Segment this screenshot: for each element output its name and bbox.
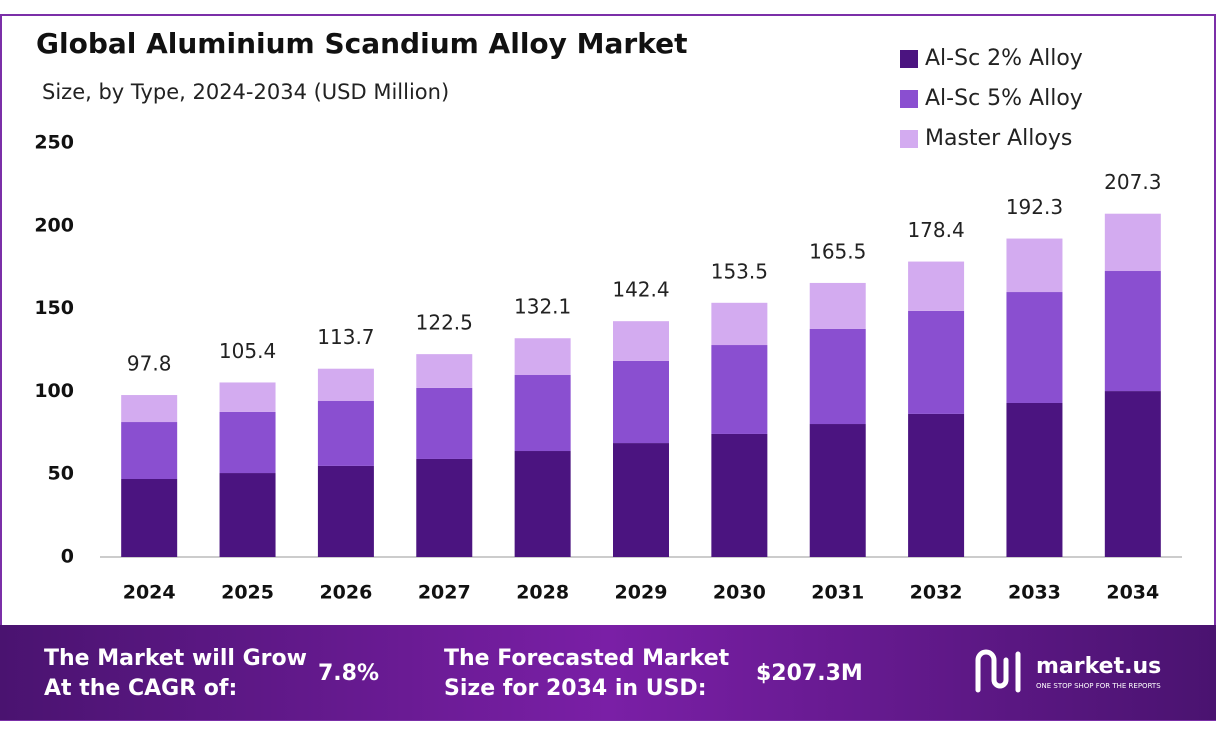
x-tick-label: 2030 — [713, 582, 766, 604]
bar-segment — [1006, 238, 1063, 293]
legend-label: Master Alloys — [925, 126, 1072, 151]
bar-segment — [908, 413, 965, 557]
total-label: 132.1 — [514, 295, 571, 319]
legend-label: Al-Sc 2% Alloy — [925, 46, 1083, 71]
total-label: 178.4 — [907, 218, 964, 242]
bar-segment — [711, 345, 768, 434]
bar-segment — [416, 458, 473, 557]
y-tick-label: 150 — [34, 297, 74, 319]
bar-segment — [613, 360, 669, 444]
chart-subtitle: Size, by Type, 2024-2034 (USD Million) — [42, 80, 449, 104]
total-label: 207.3 — [1104, 170, 1161, 194]
brand: market.us — [1036, 654, 1161, 679]
cagr-text: At the CAGR of: — [44, 676, 237, 701]
total-label: 113.7 — [317, 325, 374, 349]
total-label: 97.8 — [127, 352, 172, 376]
bar-segment — [1104, 271, 1161, 392]
x-tick-label: 2034 — [1106, 582, 1159, 604]
total-label: 122.5 — [416, 311, 473, 335]
bar-segment — [809, 424, 866, 557]
x-tick-label: 2025 — [221, 582, 274, 604]
y-tick-label: 50 — [48, 463, 74, 485]
bar-segment — [121, 479, 178, 557]
bar-segment — [809, 328, 866, 425]
chart-title: Global Aluminium Scandium Alloy Market — [36, 27, 687, 60]
bar-segment — [416, 354, 473, 388]
total-label: 192.3 — [1006, 195, 1063, 219]
bar-segment — [121, 395, 178, 423]
bar-segment — [613, 443, 669, 557]
total-label: 105.4 — [219, 339, 276, 363]
bar-segment — [1006, 402, 1063, 557]
bar-segment — [809, 282, 866, 329]
bar-segment — [219, 411, 276, 474]
bar-segment — [908, 310, 965, 414]
x-tick-label: 2028 — [516, 582, 569, 604]
bar-segment — [121, 422, 178, 480]
x-tick-label: 2032 — [910, 582, 963, 604]
y-tick-label: 250 — [34, 132, 74, 154]
brand-logo — [975, 649, 1021, 693]
cagr-value: 7.8% — [318, 661, 379, 686]
bar-segment — [514, 451, 571, 557]
total-label: 153.5 — [711, 259, 768, 283]
x-tick-label: 2026 — [319, 582, 372, 604]
bar-segment — [317, 368, 374, 402]
x-tick-label: 2033 — [1008, 582, 1061, 604]
x-tick-label: 2031 — [811, 582, 864, 604]
bar-segment — [514, 338, 571, 376]
tagline: ONE STOP SHOP FOR THE REPORTS — [1036, 682, 1161, 690]
bar-segment — [416, 387, 473, 459]
bar-segment — [613, 321, 669, 361]
plot: 0 50 100 150 200 250 97.8 2024 105.4 2025 113.7 202… — [34, 46, 1182, 604]
x-tick-label: 2024 — [123, 582, 176, 604]
legend-label: Al-Sc 5% Alloy — [925, 86, 1083, 111]
bar-segment — [317, 465, 374, 557]
bar-segment — [514, 375, 571, 452]
legend-swatch — [900, 50, 918, 68]
bar-segment — [1006, 292, 1063, 403]
bar-segment — [1104, 213, 1161, 272]
bar-segment — [219, 382, 276, 412]
forecast-text: The Forecasted Market — [444, 646, 730, 671]
legend-swatch — [900, 130, 918, 148]
legend-swatch — [900, 90, 918, 108]
footer-banner — [0, 625, 1216, 720]
y-tick-label: 0 — [61, 546, 74, 568]
bar-segment — [711, 433, 768, 557]
total-label: 165.5 — [809, 239, 866, 263]
bar-segment — [908, 261, 965, 311]
bar-segment — [711, 302, 768, 346]
cagr-text: The Market will Grow — [44, 646, 307, 671]
bar-segment — [219, 473, 276, 557]
x-tick-label: 2027 — [418, 582, 471, 604]
y-tick-label: 100 — [34, 380, 74, 402]
x-tick-label: 2029 — [615, 582, 668, 604]
forecast-text: Size for 2034 in USD: — [444, 676, 707, 701]
y-tick-label: 200 — [34, 214, 74, 236]
bar-segment — [317, 401, 374, 466]
total-label: 142.4 — [612, 278, 669, 302]
bar-segment — [1104, 391, 1161, 557]
forecast-value: $207.3M — [756, 661, 863, 686]
